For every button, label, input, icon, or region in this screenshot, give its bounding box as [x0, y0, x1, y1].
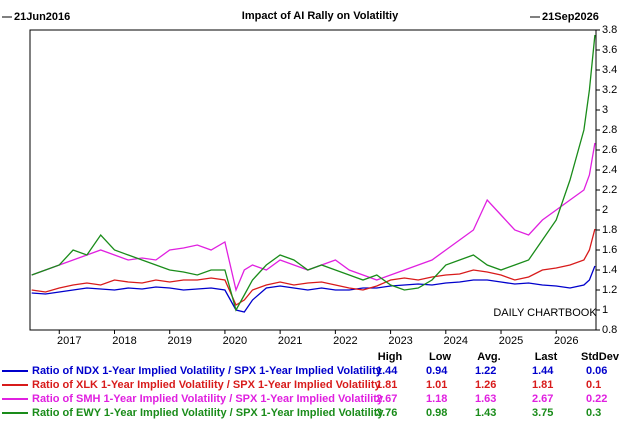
legend-label: Ratio of SMH 1-Year Implied Volatility /…	[32, 393, 384, 405]
stat-value: 0.94	[426, 365, 448, 377]
stat-value: 1.26	[475, 379, 496, 391]
y-tick-label: 1.6	[602, 244, 617, 256]
x-tick-label: 2018	[112, 335, 136, 347]
stat-value: 1.44	[532, 365, 554, 377]
table-header: Last	[535, 351, 558, 363]
y-tick-label: 0.8	[602, 324, 617, 336]
stat-value: 1.43	[475, 407, 496, 419]
start-date: 21Jun2016	[14, 11, 70, 23]
x-tick-label: 2024	[444, 335, 468, 347]
legend-label: Ratio of EWY 1-Year Implied Volatility /…	[32, 407, 384, 419]
y-tick-label: 1.4	[602, 264, 617, 276]
y-tick-label: 2.6	[602, 144, 617, 156]
stat-value: 3.75	[532, 407, 553, 419]
x-tick-label: 2020	[223, 335, 247, 347]
end-date: 21Sep2026	[542, 11, 599, 23]
y-tick-label: 1.8	[602, 224, 617, 236]
y-tick-label: 3.2	[602, 84, 617, 96]
stat-value: 0.06	[586, 365, 607, 377]
y-tick-label: 2.4	[602, 164, 617, 176]
stat-value: 1.63	[475, 393, 496, 405]
y-tick-label: 2.2	[602, 184, 617, 196]
x-tick-label: 2026	[554, 335, 578, 347]
series-line	[31, 34, 596, 312]
stat-value: 0.22	[586, 393, 607, 405]
stat-value: 1.81	[376, 379, 397, 391]
table-header: Avg.	[477, 351, 500, 363]
stat-value: 1.01	[426, 379, 447, 391]
x-tick-label: 2017	[57, 335, 81, 347]
stat-value: 0.1	[586, 379, 601, 391]
stat-value: 1.44	[376, 365, 398, 377]
stat-value: 2.67	[532, 393, 553, 405]
series-line	[31, 265, 596, 313]
y-tick-label: 3.4	[602, 64, 617, 76]
y-tick-label: 2.8	[602, 124, 617, 136]
plot-frame	[29, 29, 597, 331]
legend-label: Ratio of XLK 1-Year Implied Volatility /…	[32, 379, 382, 391]
series-line	[31, 228, 596, 306]
stat-value: 2.67	[376, 393, 397, 405]
stat-value: 1.81	[532, 379, 553, 391]
legend-label: Ratio of NDX 1-Year Implied Volatility /…	[32, 365, 383, 377]
stat-value: 0.3	[586, 407, 601, 419]
x-tick-label: 2025	[499, 335, 523, 347]
y-tick-label: 3	[602, 104, 608, 116]
stat-value: 0.98	[426, 407, 447, 419]
table-header: High	[378, 351, 403, 363]
y-tick-label: 3.8	[602, 24, 617, 36]
y-tick-label: 1	[602, 304, 608, 316]
chart-title: Impact of AI Rally on Volatiltiy	[242, 10, 399, 22]
table-header: StdDev	[581, 351, 620, 363]
table-header: Low	[429, 351, 451, 363]
stat-value: 1.22	[475, 365, 496, 377]
x-tick-label: 2023	[388, 335, 412, 347]
stat-value: 3.76	[376, 407, 397, 419]
y-tick-label: 2	[602, 204, 608, 216]
annotation: DAILY CHARTBOOK	[493, 307, 597, 319]
stat-value: 1.18	[426, 393, 447, 405]
y-tick-label: 3.6	[602, 44, 617, 56]
x-tick-label: 2022	[333, 335, 357, 347]
x-tick-label: 2021	[278, 335, 302, 347]
y-tick-label: 1.2	[602, 284, 617, 296]
x-tick-label: 2019	[167, 335, 191, 347]
